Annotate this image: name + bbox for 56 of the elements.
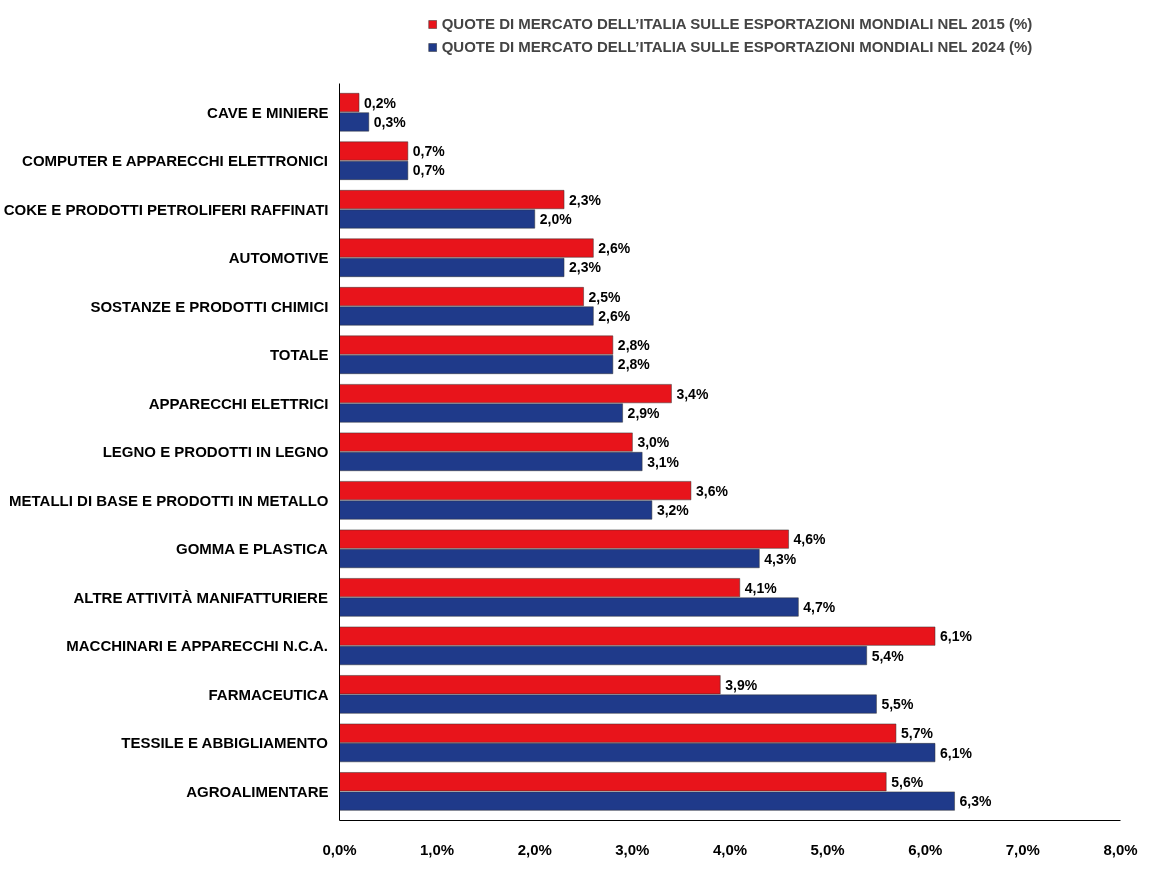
data-label: 6,1% (940, 744, 973, 761)
y-tick-label: AGROALIMENTARE (186, 782, 329, 800)
y-tick-label: CAVE E MINIERE (207, 103, 329, 121)
x-tick-label: 5,0% (810, 840, 845, 858)
y-tick-label: SOSTANZE E PRODOTTI CHIMICI (90, 297, 329, 315)
data-label: 2,8% (617, 356, 651, 373)
data-label: 2,3% (569, 259, 602, 276)
data-label: 0,7% (412, 162, 446, 179)
y-tick-label: GOMMA E PLASTICA (176, 540, 329, 558)
data-label: 3,9% (725, 676, 758, 693)
y-tick-label: COKE E PRODOTTI PETROLIFERI RAFFINATI (3, 200, 329, 218)
data-label: 5,7% (900, 725, 934, 742)
data-label: 3,2% (656, 502, 690, 519)
data-label: 2,3% (569, 191, 602, 208)
y-tick-label: APPARECCHI ELETTRICI (148, 394, 329, 412)
y-tick-label: ALTRE ATTIVITÀ MANIFATTURIERE (73, 588, 328, 606)
x-tick-label: 7,0% (1005, 840, 1040, 858)
data-label: 6,1% (940, 628, 973, 645)
y-tick-label: FARMACEUTICA (208, 685, 329, 703)
y-tick-label: MACCHINARI E APPARECCHI N.C.A. (66, 637, 328, 655)
data-label: 3,6% (695, 482, 729, 499)
data-label: 2,5% (588, 288, 622, 305)
legend-label: QUOTE DI MERCATO DELL’ITALIA SULLE ESPORTAZIONI MONDIALI NEL 2024 (%) (441, 38, 1033, 55)
data-label: 6,3% (959, 793, 992, 810)
data-label: 5,6% (891, 773, 924, 790)
data-label: 2,6% (598, 240, 631, 257)
x-tick-label: 8,0% (1103, 840, 1138, 858)
data-label: 0,2% (364, 94, 397, 111)
y-tick-label: AUTOMOTIVE (228, 249, 329, 267)
y-tick-label: TESSILE E ABBIGLIAMENTO (121, 734, 329, 752)
data-label: 3,4% (676, 385, 709, 402)
data-label: 4,3% (764, 550, 797, 567)
x-tick-label: 2,0% (517, 840, 552, 858)
x-tick-label: 6,0% (908, 840, 943, 858)
x-tick-label: 4,0% (712, 840, 748, 858)
x-tick-label: 1,0% (420, 840, 455, 858)
data-label: 5,4% (871, 647, 905, 664)
data-label: 4,6% (793, 531, 827, 548)
y-tick-label: COMPUTER E APPARECCHI ELETTRONICI (22, 152, 328, 170)
y-tick-label: TOTALE (269, 346, 329, 364)
x-tick-label: 3,0% (615, 840, 650, 858)
x-tick-label: 0,0% (322, 840, 357, 858)
data-label: 3,1% (647, 453, 680, 470)
data-label: 5,5% (881, 696, 914, 713)
data-label: 2,9% (627, 405, 661, 421)
data-label: 4,7% (803, 599, 836, 616)
data-label: 0,7% (412, 143, 446, 160)
data-label: 0,3% (373, 113, 407, 130)
data-label: 2,6% (598, 307, 631, 324)
legend-label: QUOTE DI MERCATO DELL’ITALIA SULLE ESPORTAZIONI MONDIALI NEL 2015 (%) (441, 15, 1033, 32)
data-label: 2,0% (539, 210, 573, 227)
data-label: 2,8% (617, 337, 651, 354)
y-tick-label: LEGNO E PRODOTTI IN LEGNO (102, 443, 329, 461)
data-label: 3,0% (637, 434, 670, 451)
y-tick-label: METALLI DI BASE E PRODOTTI IN METALLO (9, 491, 329, 509)
data-label: 4,1% (744, 579, 778, 596)
